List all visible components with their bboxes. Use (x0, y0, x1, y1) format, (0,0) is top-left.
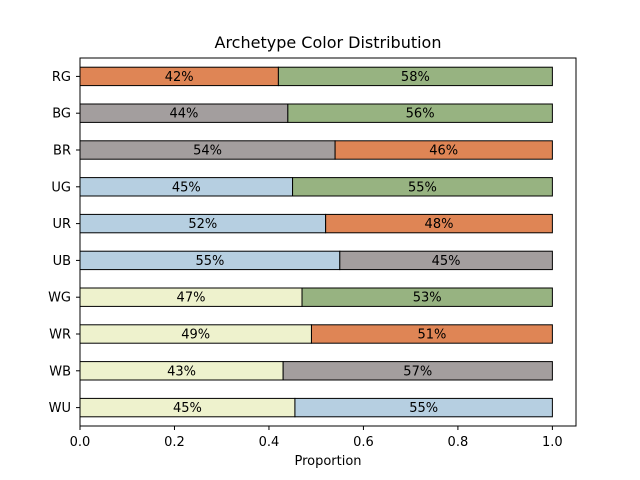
y-tick-label-WB: WB (49, 364, 71, 379)
bar-segment-WR-1 (310, 324, 553, 344)
bar-segment-RG-1 (277, 66, 553, 87)
data-label-BR-0: 54% (193, 144, 222, 159)
bar-segment-WG-1 (301, 287, 553, 307)
x-tick-label-0.8: 0.8 (448, 435, 469, 450)
data-label-WG-0: 47% (177, 291, 206, 306)
data-label-BR-1: 46% (429, 144, 458, 159)
y-tick-label-RG: RG (52, 70, 71, 85)
y-tick-label-BG: BG (52, 107, 71, 122)
data-label-UG-1: 55% (408, 180, 437, 195)
x-tick-label-1.0: 1.0 (542, 435, 563, 450)
data-label-UR-0: 52% (188, 217, 217, 232)
data-label-WR-0: 49% (181, 328, 210, 343)
data-label-UG-0: 45% (172, 180, 201, 195)
bar-segment-BG-1 (287, 103, 553, 123)
y-tick-label-UB: UB (53, 254, 71, 269)
data-label-WR-1: 51% (417, 328, 446, 343)
data-label-RG-1: 58% (401, 70, 430, 85)
data-label-UB-1: 45% (432, 254, 461, 269)
chart-title: Archetype Color Distribution (214, 33, 442, 52)
plot-frame (79, 57, 577, 427)
x-tick-label-0.6: 0.6 (353, 435, 374, 450)
data-label-WB-1: 57% (403, 364, 432, 379)
y-tick-label-WR: WR (49, 328, 71, 343)
x-tick-label-0.0: 0.0 (70, 435, 91, 450)
y-tick-label-UR: UR (52, 217, 71, 232)
x-axis-label: Proportion (294, 454, 362, 469)
data-label-WU-0: 45% (173, 401, 202, 416)
data-label-WB-0: 43% (167, 364, 196, 379)
y-tick-label-UG: UG (51, 180, 71, 195)
y-tick-label-BR: BR (53, 144, 71, 159)
x-tick-label-0.2: 0.2 (164, 435, 185, 450)
bar-segment-UB-1 (339, 250, 553, 271)
data-label-WU-1: 55% (409, 401, 438, 416)
bar-segment-UR-1 (325, 213, 553, 234)
bar-segment-WU-1 (294, 397, 553, 418)
bar-segment-WB-1 (282, 361, 553, 381)
y-tick-label-WU: WU (49, 401, 71, 416)
data-label-WG-1: 53% (413, 291, 442, 306)
data-label-BG-0: 44% (169, 107, 198, 122)
bar-segment-BR-1 (334, 140, 553, 160)
bar-segment-UG-1 (292, 177, 553, 197)
data-label-BG-1: 56% (406, 107, 435, 122)
data-label-RG-0: 42% (165, 70, 194, 85)
x-tick-label-0.4: 0.4 (259, 435, 280, 450)
data-label-UR-1: 48% (425, 217, 454, 232)
data-label-UB-0: 55% (195, 254, 224, 269)
y-tick-label-WG: WG (48, 291, 71, 306)
